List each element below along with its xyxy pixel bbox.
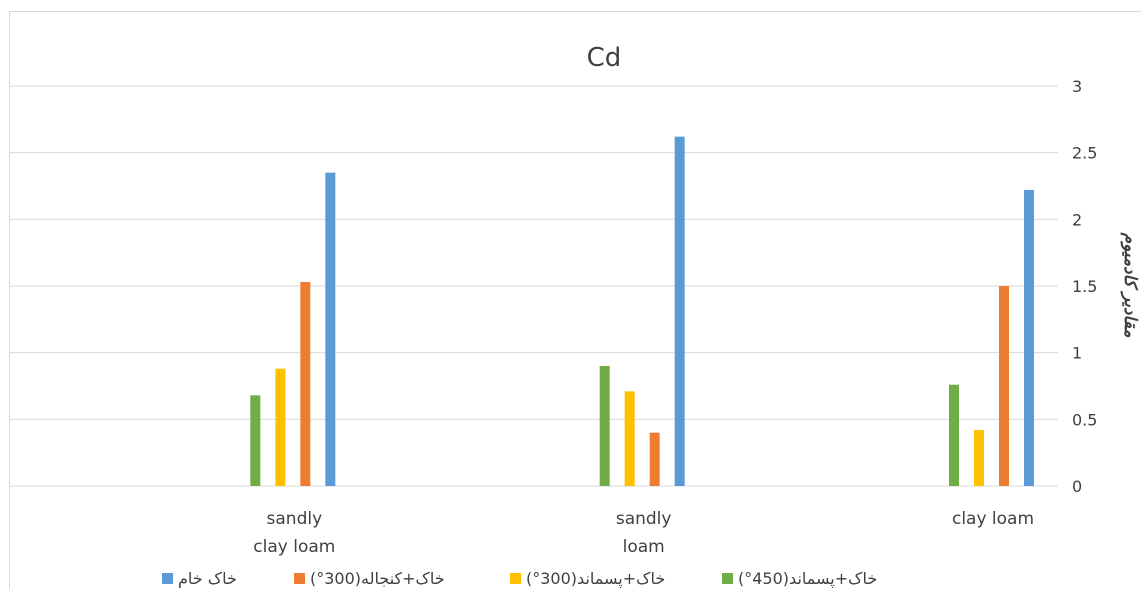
bar — [974, 430, 984, 486]
x-category-label: sandly — [616, 509, 672, 529]
y-axis-title: مقادیر کادمیوم — [1120, 232, 1140, 339]
bar — [624, 391, 635, 486]
x-category-label: loam — [623, 537, 665, 557]
bar — [999, 286, 1009, 486]
chart-title: Cd — [587, 43, 622, 73]
bar — [250, 395, 261, 486]
legend-label: خاک+پسماند(450°) — [738, 569, 877, 589]
chart-frame — [9, 11, 1141, 589]
legend-label: خاک خام — [178, 569, 237, 588]
bar — [275, 368, 286, 486]
legend-label: خاک+کنجاله(300°) — [310, 569, 445, 588]
y-tick-label: 1.5 — [1072, 277, 1097, 296]
legend-swatch — [722, 573, 733, 584]
legend-swatch — [510, 573, 521, 584]
y-tick-label: 2.5 — [1072, 144, 1097, 163]
bar — [325, 172, 336, 486]
bar — [300, 282, 311, 486]
gridlines — [10, 85, 1058, 487]
bar — [649, 432, 660, 486]
y-tick-label: 3 — [1072, 77, 1082, 96]
x-category-label: clay loam — [253, 537, 335, 557]
y-tick-label: 0.5 — [1072, 410, 1097, 429]
labels: Cd مقادیر کادمیوم 0 0.5 1 1.5 2 2.5 3 sandly cla… — [253, 43, 1140, 557]
y-tick-label: 0 — [1072, 477, 1082, 496]
legend-swatch — [162, 573, 173, 584]
y-tick-label: 2 — [1072, 210, 1082, 229]
x-category-label: clay loam — [952, 509, 1034, 529]
bar — [674, 136, 685, 486]
legend-label: خاک+پسماند(300°) — [526, 569, 665, 589]
bar — [1024, 190, 1034, 486]
bars — [250, 136, 1034, 486]
bar — [599, 366, 610, 486]
legend: خاک خام خاک+کنجاله(300°) خاک+پسماند(300°) خ… — [162, 569, 877, 589]
bar — [949, 384, 959, 486]
legend-swatch — [294, 573, 305, 584]
y-tick-label: 1 — [1072, 344, 1082, 363]
x-category-label: sandly — [267, 509, 323, 529]
